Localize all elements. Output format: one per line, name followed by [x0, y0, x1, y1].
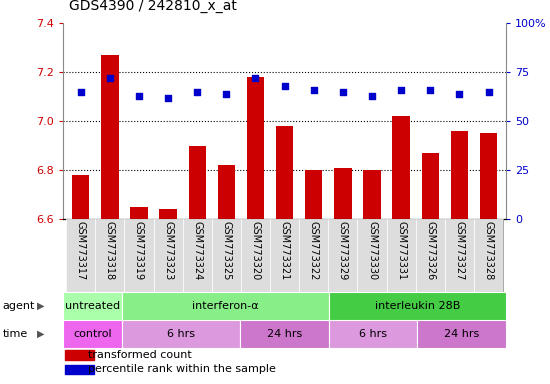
Point: [484, 89, 493, 95]
Bar: [95, 219, 124, 292]
Bar: [358, 219, 387, 292]
Bar: [240, 320, 329, 348]
Bar: [334, 168, 351, 219]
Text: untreated: untreated: [65, 301, 120, 311]
Bar: [189, 146, 206, 219]
Text: GSM773320: GSM773320: [250, 222, 261, 281]
Text: GSM773323: GSM773323: [163, 222, 173, 281]
Text: GSM773330: GSM773330: [367, 222, 377, 281]
Text: GSM773327: GSM773327: [454, 222, 464, 281]
Point: [106, 75, 114, 81]
Bar: [66, 219, 95, 292]
Bar: [153, 219, 183, 292]
Bar: [387, 219, 416, 292]
Bar: [183, 219, 212, 292]
Text: transformed count: transformed count: [87, 350, 191, 360]
Bar: [474, 219, 503, 292]
Point: [455, 91, 464, 97]
Bar: [299, 219, 328, 292]
Text: ▶: ▶: [37, 329, 45, 339]
Point: [193, 89, 202, 95]
Text: GSM773331: GSM773331: [396, 222, 406, 281]
Point: [280, 83, 289, 89]
Text: interferon-α: interferon-α: [192, 301, 259, 311]
Text: 6 hrs: 6 hrs: [167, 329, 195, 339]
Text: GSM773322: GSM773322: [309, 222, 319, 281]
Bar: [160, 209, 177, 219]
Bar: [445, 219, 474, 292]
Text: 24 hrs: 24 hrs: [444, 329, 480, 339]
Point: [76, 89, 85, 95]
Bar: [247, 77, 264, 219]
Bar: [72, 175, 90, 219]
Bar: [450, 131, 468, 219]
Text: GSM773317: GSM773317: [76, 222, 86, 281]
Bar: [124, 219, 153, 292]
Bar: [392, 116, 410, 219]
Bar: [328, 219, 358, 292]
Bar: [65, 350, 94, 359]
Point: [309, 87, 318, 93]
Point: [367, 93, 376, 99]
Text: GSM773318: GSM773318: [105, 222, 115, 281]
Bar: [480, 133, 497, 219]
Text: GSM773325: GSM773325: [221, 222, 232, 281]
Text: control: control: [74, 329, 112, 339]
Point: [222, 91, 231, 97]
Text: time: time: [3, 329, 28, 339]
Bar: [270, 219, 299, 292]
Bar: [417, 320, 506, 348]
Text: GSM773329: GSM773329: [338, 222, 348, 281]
Text: 24 hrs: 24 hrs: [267, 329, 302, 339]
Text: ▶: ▶: [37, 301, 45, 311]
Bar: [63, 292, 122, 320]
Bar: [218, 165, 235, 219]
Bar: [122, 292, 329, 320]
Text: GSM773324: GSM773324: [192, 222, 202, 281]
Bar: [65, 365, 94, 374]
Bar: [305, 170, 322, 219]
Text: agent: agent: [3, 301, 35, 311]
Text: percentile rank within the sample: percentile rank within the sample: [87, 364, 276, 374]
Bar: [421, 153, 439, 219]
Point: [135, 93, 144, 99]
Text: GSM773328: GSM773328: [483, 222, 493, 281]
Point: [338, 89, 347, 95]
Bar: [329, 320, 417, 348]
Bar: [101, 55, 119, 219]
Text: GDS4390 / 242810_x_at: GDS4390 / 242810_x_at: [69, 0, 236, 13]
Point: [426, 87, 434, 93]
Bar: [276, 126, 293, 219]
Text: GSM773321: GSM773321: [279, 222, 290, 281]
Text: GSM773326: GSM773326: [425, 222, 435, 281]
Point: [397, 87, 405, 93]
Point: [164, 94, 173, 101]
Text: 6 hrs: 6 hrs: [359, 329, 387, 339]
Point: [251, 75, 260, 81]
Bar: [122, 320, 240, 348]
Bar: [363, 170, 381, 219]
Bar: [212, 219, 241, 292]
Bar: [63, 320, 122, 348]
Text: GSM773319: GSM773319: [134, 222, 144, 281]
Bar: [329, 292, 506, 320]
Bar: [416, 219, 445, 292]
Bar: [241, 219, 270, 292]
Bar: [130, 207, 148, 219]
Text: interleukin 28B: interleukin 28B: [375, 301, 460, 311]
